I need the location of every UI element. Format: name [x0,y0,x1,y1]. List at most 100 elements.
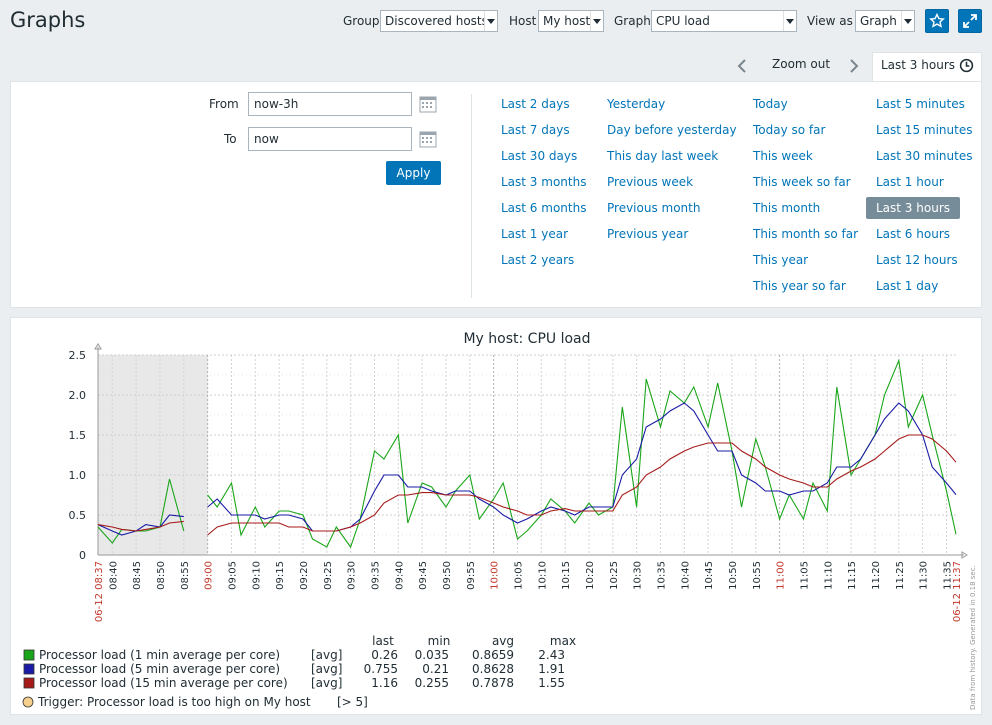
legend-header: min [428,634,451,648]
x-tick-label: 11:20 [871,561,882,590]
tab-time-range-label: Last 3 hours [881,58,955,72]
quick-range-link[interactable]: Last 12 hours [876,253,958,267]
quick-range-link[interactable]: This month [753,201,821,215]
x-tick-label: 10:10 [537,561,548,590]
cpu-load-chart: My host: CPU load 2.5 2.0 1.5 1.0 0.5 0 08:40 08… [22,331,977,710]
from-input[interactable]: now-3h [248,92,412,116]
group-select[interactable]: Discovered hosts [380,10,498,32]
calendar-icon[interactable] [419,95,437,113]
x-tick-label: 11:10 [823,561,834,590]
quick-range-link[interactable]: Last 5 minutes [876,97,965,111]
quick-range-link[interactable]: Previous week [607,175,694,189]
page-header: Graphs Group Discovered hosts Host My ho… [0,0,992,44]
series-line [97,358,957,549]
favorite-button[interactable] [925,9,949,33]
chevron-right-icon[interactable] [845,58,861,74]
trigger-value: [> 5] [337,695,368,709]
quick-range-link[interactable]: Last 1 hour [876,175,944,189]
generation-note: Data from history. Generated in 0.18 sec… [969,565,977,710]
legend-stat-min: 0.255 [415,676,449,690]
graph-select[interactable]: CPU load [651,10,797,32]
quick-range-link[interactable]: Previous year [607,227,689,241]
x-tick-label: 10:55 [752,561,763,590]
quick-range-link[interactable]: Last 15 minutes [876,123,973,137]
legend-header: avg [492,634,514,648]
quick-range-link[interactable]: Last 2 years [501,253,575,267]
legend-unit: [avg] [311,662,342,676]
quick-range-link[interactable]: This year [753,253,809,267]
legend-stat-max: 1.91 [538,662,565,676]
apply-button[interactable]: Apply [386,161,441,185]
quick-range-link[interactable]: Last 1 year [501,227,569,241]
x-tick-label: 10:40 [680,561,691,590]
quick-range-link[interactable]: This week [753,149,813,163]
quick-range-link[interactable]: Yesterday [607,97,666,111]
legend-header: max [550,634,576,648]
quick-range-link[interactable]: This week so far [753,175,851,189]
quick-range-link[interactable]: This year so far [753,279,846,293]
legend-swatch [23,677,35,689]
quick-range-link[interactable]: Last 3 months [501,175,587,189]
graph-panel: My host: CPU load 2.5 2.0 1.5 1.0 0.5 0 08:40 08… [10,317,982,715]
legend-unit: [avg] [311,676,342,690]
legend-swatch [23,649,35,661]
fullscreen-button[interactable] [958,9,982,33]
quick-range-link[interactable]: Previous month [607,201,701,215]
x-tick-label: 10:50 [728,561,739,590]
chart-title: My host: CPU load [463,331,590,347]
to-input[interactable]: now [248,127,412,151]
x-tick-label: 11:05 [799,561,810,590]
quick-range-link[interactable]: Last 6 hours [876,227,950,241]
x-tick-label: 06-12 08:37 [94,561,105,622]
legend-series-name: Processor load (5 min average per core) [39,662,280,676]
quick-range-link[interactable]: Last 30 minutes [876,149,973,163]
x-tick-label: 09:20 [299,561,310,590]
y-tick-label: 1.5 [69,429,87,442]
to-label: To [224,132,237,146]
chevron-left-icon[interactable] [735,58,751,74]
view-as-select[interactable]: Graph [855,10,915,32]
x-tick-label: 08:50 [156,561,167,590]
quick-range-link[interactable]: This day last week [607,149,719,163]
y-tick-label: 2.5 [69,349,87,362]
legend-stat-max: 2.43 [538,648,565,662]
group-label: Group [343,14,380,28]
legend-swatch [23,663,35,675]
x-tick-label: 10:35 [656,561,667,590]
quick-range-link[interactable]: Today [753,97,788,111]
legend-stat-avg: 0.7878 [472,676,514,690]
x-tick-label: 09:45 [418,561,429,590]
quick-range-link[interactable]: Last 3 hours [866,197,960,219]
tab-time-range[interactable]: Last 3 hours [872,52,982,82]
quick-range-link[interactable]: Last 6 months [501,201,587,215]
y-tick-label: 2.0 [69,389,87,402]
y-tick-label: 0.5 [69,509,87,522]
quick-range-link[interactable]: Last 2 days [501,97,570,111]
host-select[interactable]: My host [538,10,604,32]
legend-unit: [avg] [311,648,342,662]
quick-range-link[interactable]: Day before yesterday [607,123,737,137]
x-tick-label: 10:30 [633,561,644,590]
calendar-icon[interactable] [419,130,437,148]
quick-range-link[interactable]: Last 7 days [501,123,570,137]
clock-icon [959,58,974,73]
quick-range-link[interactable]: This month so far [753,227,859,241]
x-tick-label: 09:10 [251,561,262,590]
quick-range-link[interactable]: Last 1 day [876,279,939,293]
chevron-down-icon [590,11,603,31]
chevron-down-icon [901,11,914,31]
legend-stat-min: 0.21 [422,662,449,676]
star-icon [929,13,945,28]
x-tick-label: 10:15 [561,561,572,590]
zoom-out-button[interactable]: Zoom out [772,57,831,71]
expand-icon [963,14,977,28]
legend-stat-last: 0.755 [364,662,398,676]
y-axis-arrow [94,343,102,350]
x-tick-label: 10:20 [585,561,596,590]
quick-range-link[interactable]: Last 30 days [501,149,578,163]
x-tick-label: 10:45 [704,561,715,590]
view-as-label: View as [807,14,853,28]
quick-range-link[interactable]: Today so far [753,123,826,137]
legend-stat-min: 0.035 [415,648,449,662]
x-tick-label: 11:15 [847,561,858,590]
